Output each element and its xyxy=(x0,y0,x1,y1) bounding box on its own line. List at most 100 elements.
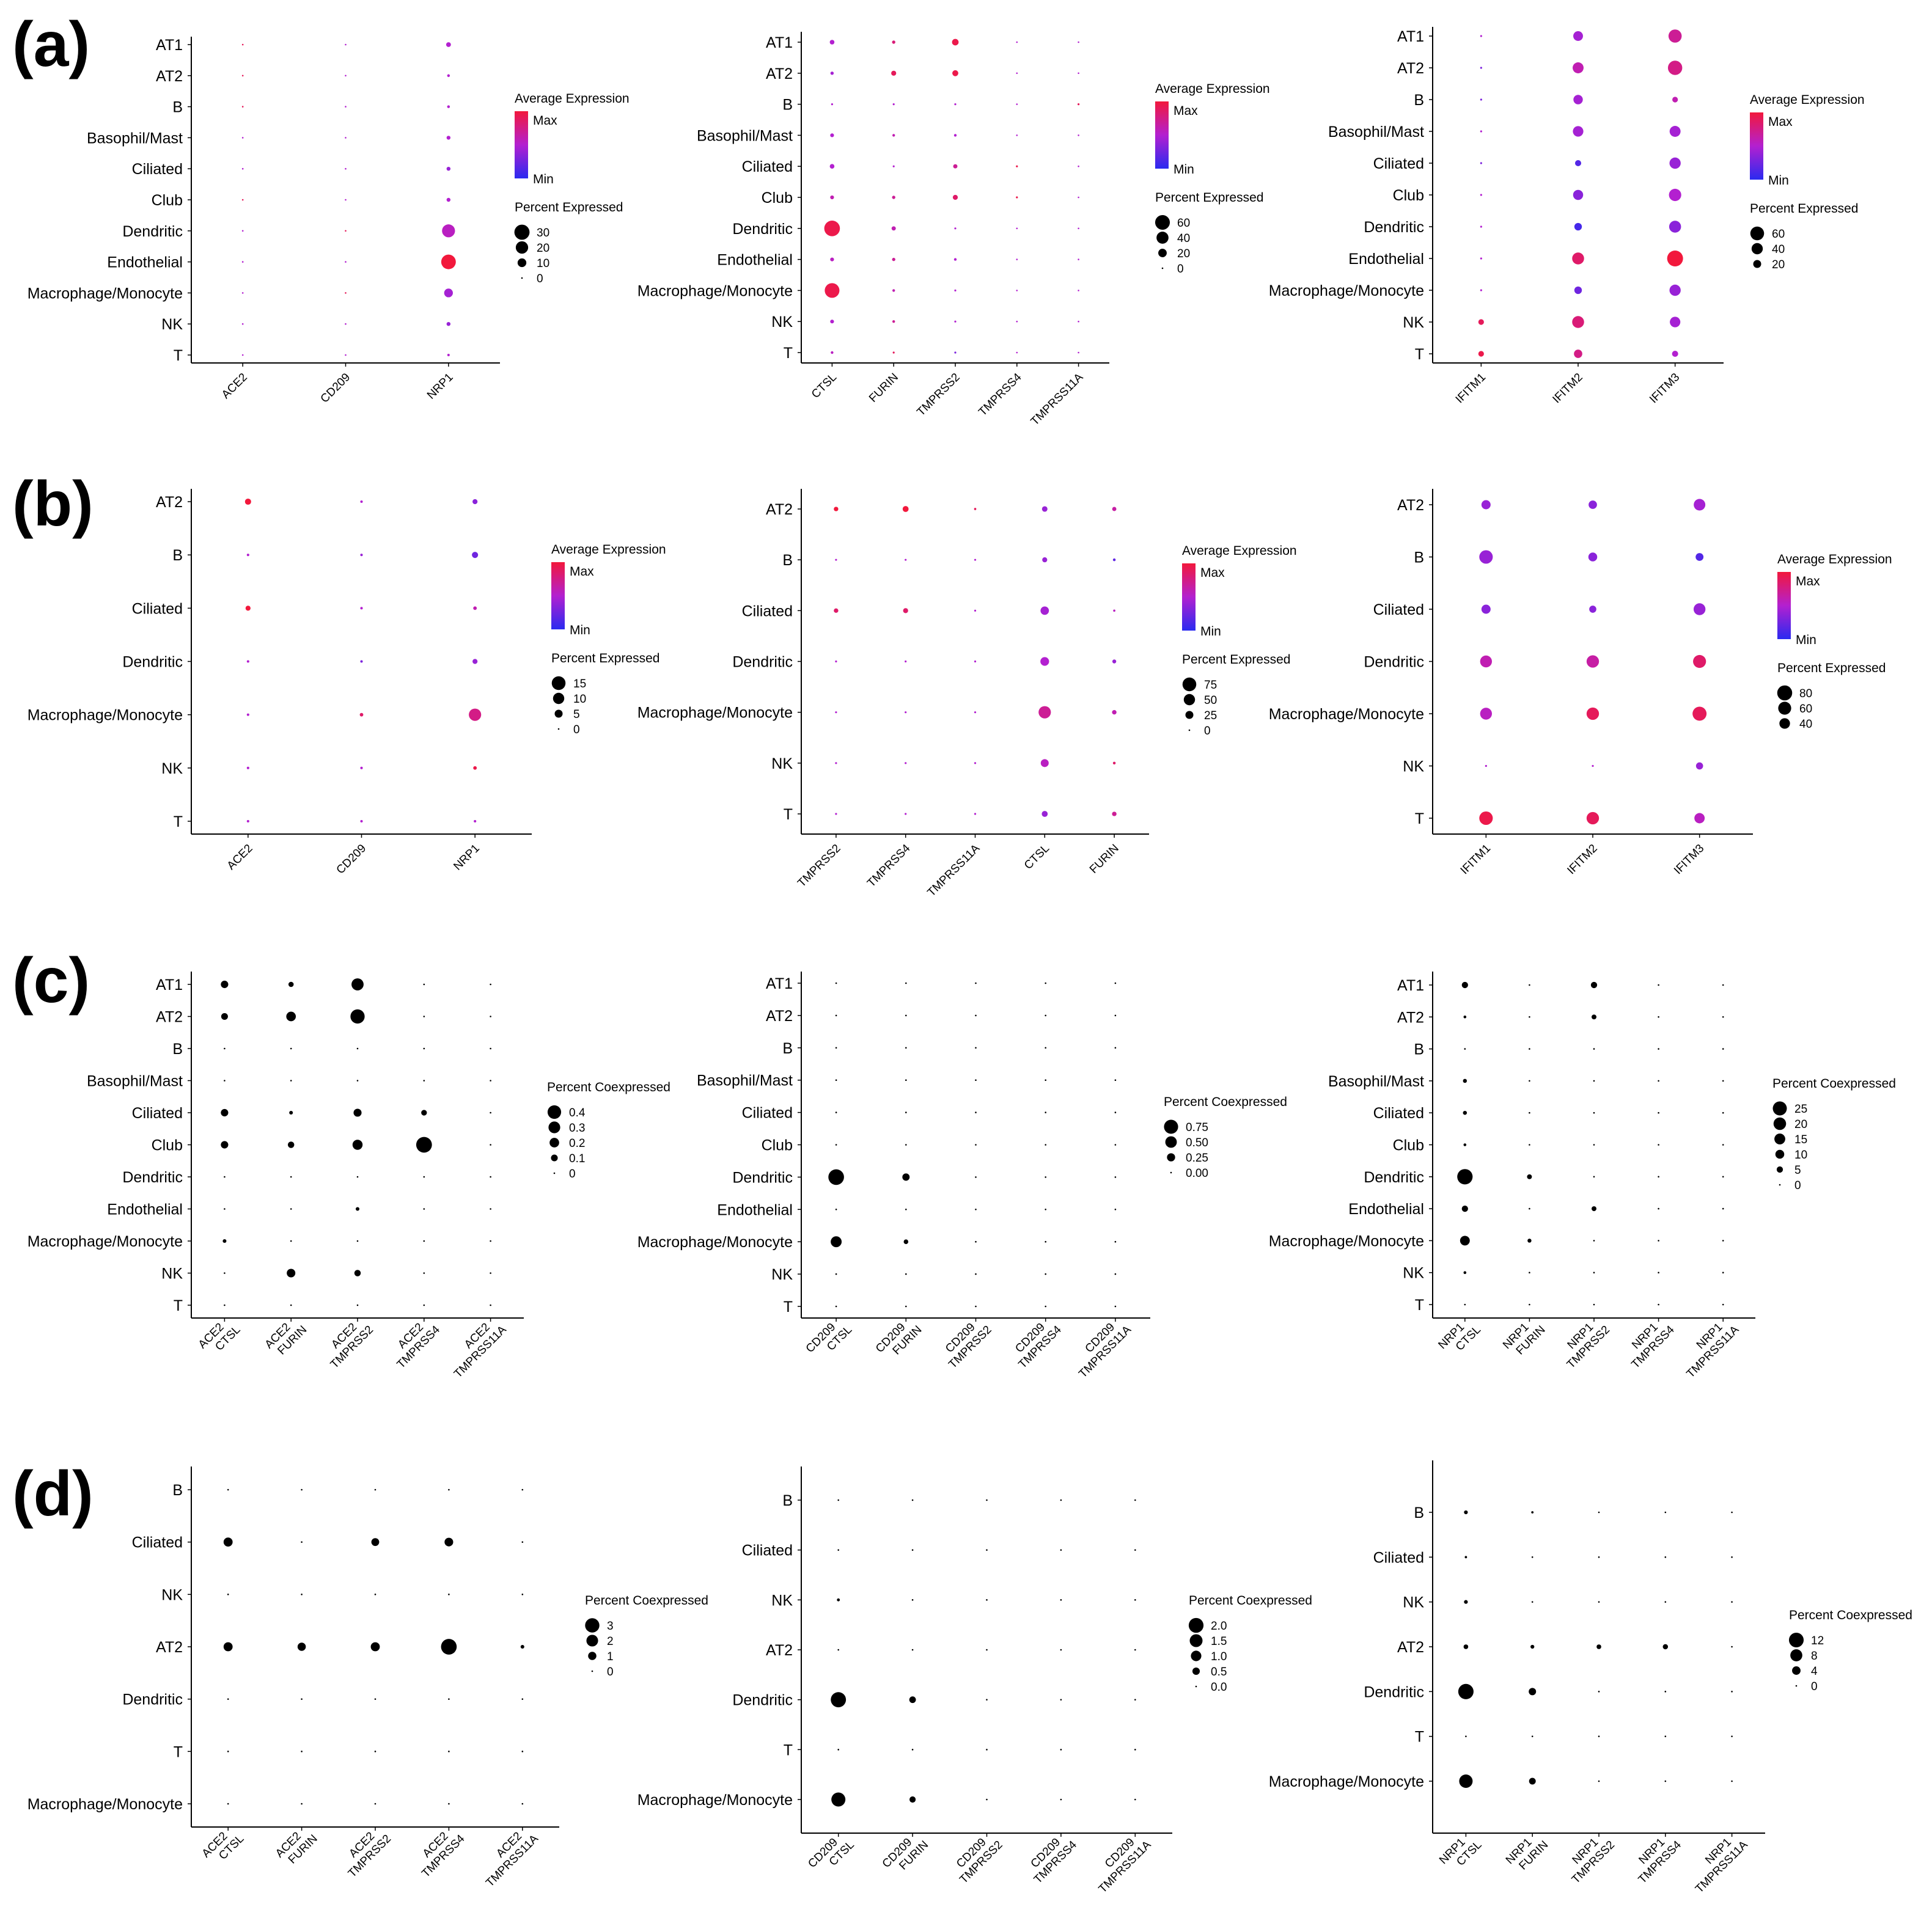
legend-size-value: 0.2 xyxy=(569,1137,585,1150)
data-dot xyxy=(975,1305,977,1308)
data-dot xyxy=(448,1751,450,1752)
legend-size-value: 50 xyxy=(1204,694,1217,707)
y-tick-label: NK xyxy=(771,313,793,331)
data-dot xyxy=(903,608,908,613)
data-dot xyxy=(474,819,477,823)
data-dot xyxy=(521,1698,524,1700)
legend-max-label: Max xyxy=(570,565,594,579)
data-dot xyxy=(905,660,907,663)
data-dot xyxy=(1134,1649,1136,1651)
legend-size-value: 10 xyxy=(573,693,586,706)
y-tick-label: Basophil/Mast xyxy=(697,1072,793,1089)
data-dot xyxy=(986,1649,988,1651)
data-dot xyxy=(1114,1176,1117,1178)
data-dot xyxy=(1529,1144,1530,1146)
x-tick-label: IFITM1 xyxy=(1458,842,1493,877)
y-tick-label: AT2 xyxy=(1397,1639,1424,1656)
data-dot xyxy=(1134,1599,1136,1601)
data-dot xyxy=(892,196,895,199)
legend-size-dot xyxy=(1776,1166,1783,1173)
legend-avg-title: Average Expression xyxy=(1155,82,1270,96)
data-dot xyxy=(1658,1240,1659,1242)
data-dot xyxy=(1573,62,1584,73)
y-tick-label: B xyxy=(1414,1504,1424,1521)
y-tick-label: NK xyxy=(161,1586,183,1603)
data-dot xyxy=(909,1796,916,1803)
data-dot xyxy=(1479,550,1493,564)
data-dot xyxy=(1464,1048,1466,1050)
legend-size-value: 20 xyxy=(537,242,549,255)
x-tick-label-text: IFITM2 xyxy=(1565,842,1600,877)
data-dot xyxy=(245,606,251,611)
data-dot xyxy=(1658,1272,1659,1273)
data-dot xyxy=(1669,188,1681,202)
data-dot xyxy=(1598,1556,1600,1558)
data-dot xyxy=(224,1080,226,1082)
data-dot xyxy=(490,983,491,986)
data-dot xyxy=(1045,1079,1046,1081)
y-tick-label: Macrophage/Monocyte xyxy=(28,1233,183,1250)
data-dot xyxy=(1464,1303,1466,1306)
legend-size-value: 4 xyxy=(1811,1665,1818,1678)
data-dot xyxy=(351,978,364,990)
legend-size-dot xyxy=(551,676,566,690)
data-dot xyxy=(290,1047,292,1050)
y-tick-label: B xyxy=(1414,549,1424,566)
legend: Average Expression Max Min Percent Expresse… xyxy=(514,92,630,285)
data-dot xyxy=(905,1273,907,1275)
data-dot xyxy=(835,1014,837,1017)
data-dot xyxy=(1060,1649,1062,1651)
data-dot xyxy=(1586,655,1600,668)
data-dot xyxy=(905,711,907,714)
data-dot xyxy=(905,1209,907,1210)
legend-size-title: Percent Coexpressed xyxy=(547,1080,670,1094)
color-scale-bar xyxy=(1182,563,1196,631)
data-dot xyxy=(892,103,895,106)
data-dot xyxy=(1114,1047,1117,1049)
x-tick-label: NRP1 xyxy=(425,371,456,402)
legend-size-dot xyxy=(1777,685,1793,701)
data-dot xyxy=(287,1141,295,1148)
y-tick-label: Macrophage/Monocyte xyxy=(637,1792,793,1809)
legend: Percent Coexpressed 12 8 4 0 xyxy=(1788,1608,1912,1693)
data-dot xyxy=(374,1488,376,1491)
legend-size-dot xyxy=(1191,1650,1202,1661)
data-dot xyxy=(490,1111,491,1114)
data-dot xyxy=(1664,1735,1667,1737)
legend-size-value: 10 xyxy=(537,257,549,270)
data-dot xyxy=(1045,1047,1046,1049)
data-dot xyxy=(911,1599,914,1601)
data-dot xyxy=(241,43,244,46)
data-dot xyxy=(345,261,347,263)
data-dot xyxy=(1531,1511,1534,1514)
data-dot xyxy=(360,607,363,610)
y-tick-label: T xyxy=(174,347,183,364)
data-dot xyxy=(954,103,957,106)
data-dot xyxy=(1463,1143,1467,1146)
data-dot xyxy=(221,1012,228,1020)
data-dot xyxy=(905,813,907,815)
y-tick-label: Club xyxy=(152,1137,183,1154)
data-dot xyxy=(448,1803,450,1805)
legend-size-value: 0 xyxy=(1204,725,1211,738)
data-dot xyxy=(1060,1749,1062,1751)
legend-size-value: 1.5 xyxy=(1211,1635,1227,1648)
data-dot xyxy=(975,982,977,984)
data-dot xyxy=(446,321,451,326)
legend-size-value: 0 xyxy=(573,723,580,736)
data-dot xyxy=(1134,1549,1136,1551)
legend-size-value: 8 xyxy=(1811,1650,1818,1663)
data-dot xyxy=(345,230,347,232)
data-dot xyxy=(1672,97,1678,103)
legend-size-dot xyxy=(1779,718,1790,729)
data-dot xyxy=(1016,351,1018,354)
data-dot xyxy=(1598,1691,1600,1693)
data-dot xyxy=(521,1541,524,1543)
data-dot xyxy=(444,288,453,298)
data-dot xyxy=(952,38,959,46)
